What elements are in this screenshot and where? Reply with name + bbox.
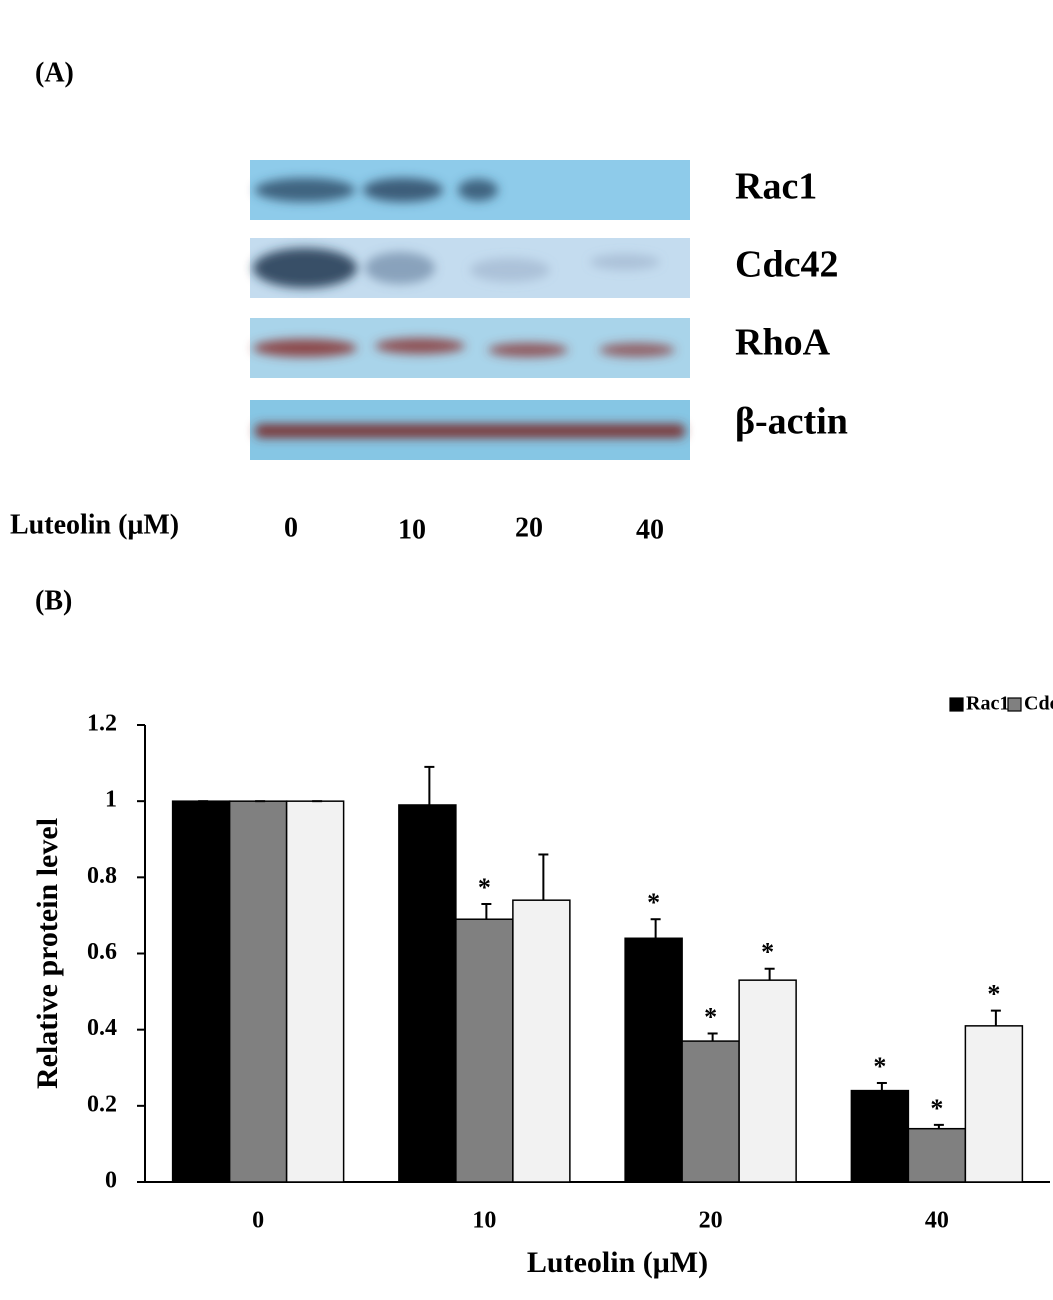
bar <box>173 801 230 1182</box>
significance-mark: * <box>761 938 774 967</box>
significance-mark: * <box>704 1002 717 1031</box>
legend-label: Rac1 <box>966 693 1009 715</box>
significance-mark: * <box>647 888 660 917</box>
treatment-label: Luteolin (μM) <box>10 509 179 540</box>
bar <box>456 919 513 1182</box>
y-tick-label: 0.8 <box>87 863 117 889</box>
significance-mark: * <box>987 980 1000 1009</box>
lane-label: 0 <box>284 512 298 543</box>
bar <box>851 1091 908 1182</box>
legend-label: Cdc42 <box>1024 693 1053 715</box>
bar <box>965 1026 1022 1182</box>
x-tick-label: 20 <box>699 1208 723 1234</box>
y-tick-label: 0.2 <box>87 1091 117 1117</box>
bar <box>739 980 796 1182</box>
y-tick-label: 1 <box>105 787 117 813</box>
significance-mark: * <box>930 1094 943 1123</box>
bar <box>625 938 682 1182</box>
bar <box>908 1129 965 1182</box>
bar <box>682 1041 739 1182</box>
panel-label: (B) <box>35 585 72 616</box>
western-blot <box>250 160 690 460</box>
y-tick-label: 0.6 <box>87 939 117 965</box>
panel-label: (A) <box>35 57 74 88</box>
legend-swatch <box>1008 698 1021 711</box>
protein-label: RhoA <box>735 322 831 364</box>
protein-label: Rac1 <box>735 166 817 208</box>
legend-swatch <box>950 698 963 711</box>
x-tick-label: 10 <box>472 1208 496 1234</box>
y-tick-label: 0 <box>105 1168 117 1194</box>
significance-mark: * <box>873 1052 886 1081</box>
lane-label: 40 <box>636 514 664 545</box>
y-tick-label: 0.4 <box>87 1015 117 1041</box>
bar <box>287 801 344 1182</box>
lane-label: 20 <box>515 512 543 543</box>
x-tick-label: 0 <box>252 1208 264 1234</box>
significance-mark: * <box>478 873 491 902</box>
protein-label: β-actin <box>735 401 848 443</box>
bar <box>399 805 456 1182</box>
lane-label: 10 <box>398 514 426 545</box>
bar <box>513 900 570 1182</box>
y-tick-label: 1.2 <box>87 711 117 737</box>
figure: (A) (B) Rac1 Cdc42 RhoA β-actin Luteolin (μM… <box>0 0 1053 1300</box>
y-axis-title: Relative protein level <box>31 818 64 1089</box>
x-tick-label: 40 <box>925 1208 949 1234</box>
protein-label: Cdc42 <box>735 244 838 286</box>
x-axis-title: Luteolin (μM) <box>527 1246 708 1279</box>
bar <box>230 801 287 1182</box>
